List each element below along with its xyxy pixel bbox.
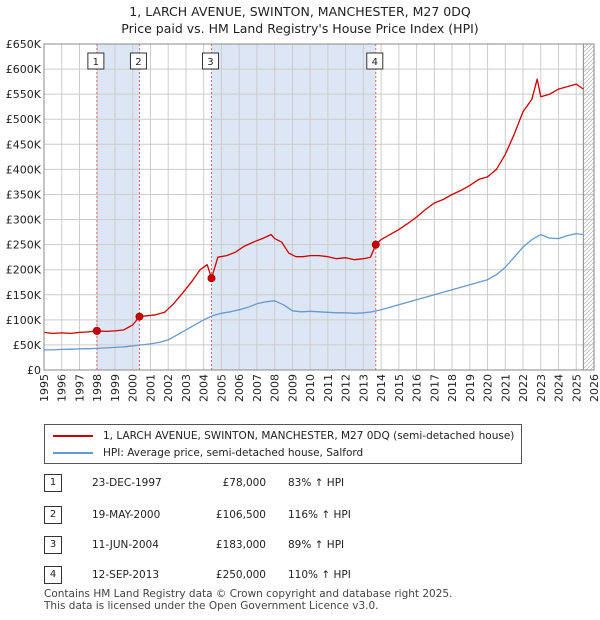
forecast-region [583,44,594,370]
legend-swatch-property [53,435,93,437]
y-tick-label: £300K [6,214,42,227]
sale-number: 1 [44,474,62,492]
sale-price: £106,500 [215,509,266,521]
y-tick-label: £550K [6,88,42,101]
x-tick-label: 2001 [144,374,157,402]
y-tick-label: £650K [6,38,42,51]
x-tick-label: 2012 [340,374,353,402]
x-tick-label: 2016 [411,374,424,402]
sale-marker-box-3 [201,52,219,70]
x-tick-label: 2009 [286,374,299,402]
y-tick-label: £200K [6,264,42,277]
sale-date: 19-MAY-2000 [92,509,161,521]
y-tick-label: £500K [6,113,42,126]
x-tick-label: 2007 [251,374,264,402]
x-tick-label: 2013 [357,374,370,402]
sale-marker-box-2 [129,52,147,70]
x-tick-label: 1995 [38,374,51,402]
x-tick-label: 2023 [535,374,548,402]
x-tick-label: 1998 [91,374,104,402]
sale-date: 23-DEC-1997 [92,477,162,489]
legend-label-property: 1, LARCH AVENUE, SWINTON, MANCHESTER, M2… [103,430,515,442]
legend-label-hpi: HPI: Average price, semi-detached house,… [103,447,364,459]
sale-point-3 [207,274,216,283]
y-tick-label: £600K [6,63,42,76]
y-tick-label: £100K [6,314,42,327]
y-tick-label: £50K [13,339,42,352]
sale-marker-label-4: 4 [372,57,378,68]
x-tick-label: 2015 [393,374,406,402]
x-tick-label: 2018 [446,374,459,402]
sale-point-4 [371,240,380,249]
x-tick-label: 2021 [499,374,512,402]
y-tick-label: £400K [6,163,42,176]
sale-hpi-change: 89% ↑ HPI [288,539,345,551]
x-tick-label: 1997 [73,374,86,402]
plot-frame [43,43,595,371]
x-tick-label: 2022 [517,374,530,402]
x-tick-label: 2008 [269,374,282,402]
ownership-shade-2 [211,44,376,370]
sale-marker-box-4 [366,52,384,70]
y-tick-label: £450K [6,138,42,151]
sale-marker-label-3: 3 [207,57,213,68]
y-tick-label: £0 [27,364,41,377]
x-tick-label: 2020 [482,374,495,402]
sale-price: £78,000 [222,477,266,489]
sale-marker-label-2: 2 [135,57,141,68]
x-tick-label: 1999 [109,374,122,402]
y-tick-label: £250K [6,239,42,252]
x-tick-label: 2011 [322,374,335,402]
sale-date: 11-JUN-2004 [92,539,159,551]
chart-legend: 1, LARCH AVENUE, SWINTON, MANCHESTER, M2… [44,424,522,464]
y-tick-label: £350K [6,188,42,201]
sale-marker-label-1: 1 [93,57,99,68]
sale-number: 2 [44,506,62,524]
sale-number: 3 [44,536,62,554]
sale-date: 12-SEP-2013 [92,569,160,581]
x-tick-label: 2019 [464,374,477,402]
sale-hpi-change: 116% ↑ HPI [288,509,351,521]
chart-title-line-2: Price paid vs. HM Land Registry's House … [121,21,479,36]
sale-price: £250,000 [215,569,266,581]
sale-point-1 [92,326,101,335]
x-tick-label: 2017 [428,374,441,402]
hpi-line [44,232,584,351]
sale-point-2 [135,312,144,321]
x-tick-label: 2006 [233,374,246,402]
x-tick-label: 2014 [375,374,388,402]
chart-title-line-1: 1, LARCH AVENUE, SWINTON, MANCHESTER, M2… [129,4,471,19]
x-tick-label: 2004 [198,374,211,402]
footer-licence: This data is licensed under the Open Gov… [44,600,379,612]
footer-copyright: Contains HM Land Registry data © Crown c… [44,588,453,600]
sale-price: £183,000 [215,539,266,551]
x-tick-label: 2000 [127,374,140,402]
x-tick-label: 1996 [56,374,69,402]
legend-swatch-hpi [53,452,93,454]
x-tick-label: 2005 [215,374,228,402]
x-tick-label: 2002 [162,374,175,402]
price-chart: 1 2 3 4 £0 £50K £100K £150K £200K £250K £300K £350K… [6,38,600,402]
x-tick-label: 2025 [570,374,583,402]
y-tick-label: £150K [6,289,42,302]
sale-number: 4 [44,566,62,584]
x-tick-label: 2003 [180,374,193,402]
x-tick-label: 2026 [588,374,600,402]
x-tick-label: 2010 [304,374,317,402]
x-tick-label: 2024 [553,374,566,402]
sale-marker-box-1 [87,52,105,70]
sale-hpi-change: 83% ↑ HPI [288,477,345,489]
sale-hpi-change: 110% ↑ HPI [288,569,351,581]
